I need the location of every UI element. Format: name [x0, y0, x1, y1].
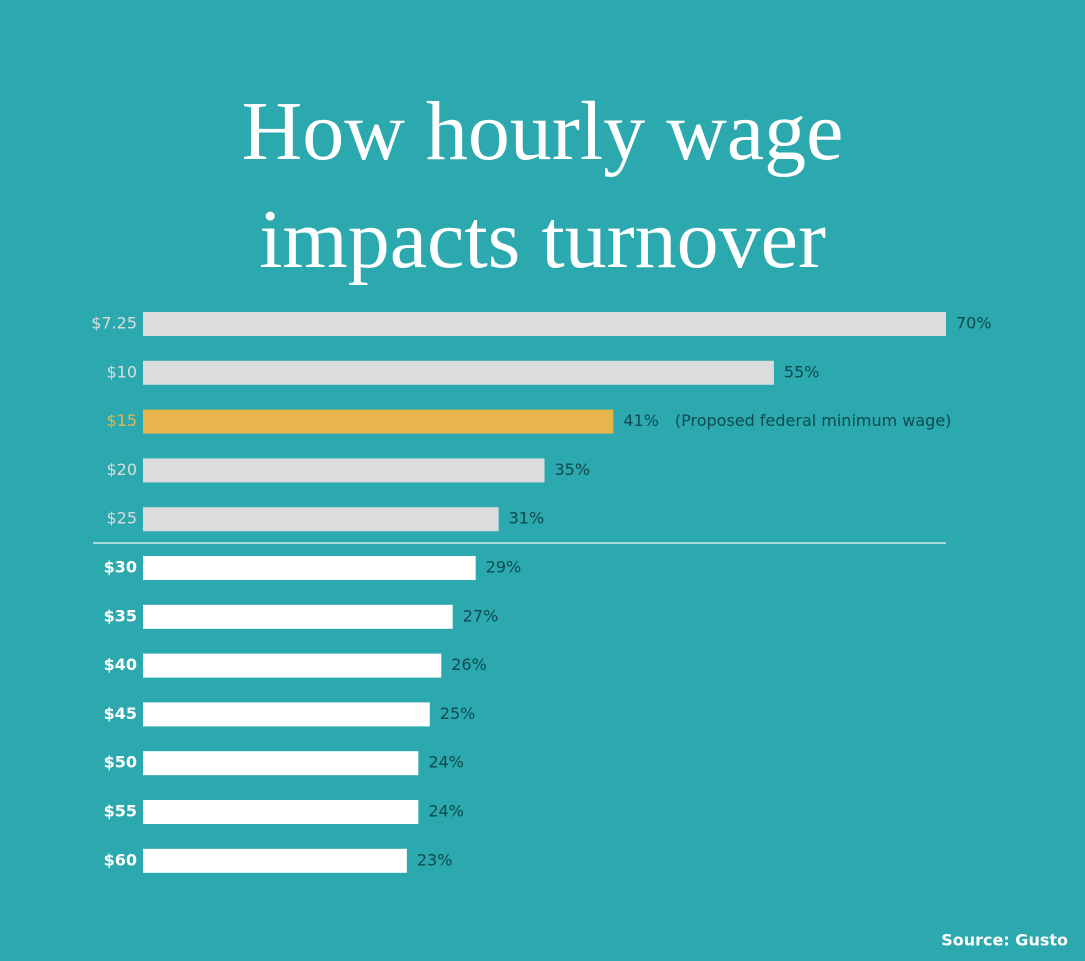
y-tick-label: $30 [104, 558, 137, 577]
y-tick-label: $40 [104, 655, 137, 674]
value-label: 23% [417, 850, 453, 869]
bar [143, 653, 442, 678]
bar [143, 458, 545, 483]
bar [143, 312, 946, 336]
value-label: 41% [623, 411, 659, 430]
value-label: 35% [555, 460, 591, 479]
y-tick-label: $50 [104, 753, 137, 772]
value-label: 31% [509, 509, 545, 528]
bar [143, 507, 499, 532]
y-tick-label: $15 [106, 411, 137, 430]
value-label: 24% [428, 753, 464, 772]
value-label: 70% [956, 314, 992, 333]
source: Source: Gusto [941, 931, 1068, 950]
y-tick-label: $7.25 [91, 314, 137, 333]
annotation: (Proposed federal minimum wage) [675, 411, 952, 430]
chart-title: How hourly wage impacts turnover [241, 85, 844, 286]
bar [143, 556, 476, 580]
bar [143, 800, 419, 824]
value-label: 25% [440, 704, 476, 723]
bar [143, 409, 614, 434]
bar [143, 848, 407, 873]
bar [143, 360, 774, 385]
y-tick-label: $60 [104, 850, 137, 869]
bar [143, 702, 430, 727]
value-label: 55% [784, 362, 820, 381]
y-tick-label: $25 [106, 509, 137, 528]
y-tick-label: $45 [104, 704, 137, 723]
bar [143, 751, 419, 776]
value-label: 24% [428, 802, 464, 821]
y-tick-label: $55 [104, 802, 137, 821]
value-label: 27% [463, 606, 499, 625]
y-tick-label: $20 [106, 460, 137, 479]
y-tick-label: $10 [106, 362, 137, 381]
y-tick-label: $35 [104, 606, 137, 625]
value-label: 26% [451, 655, 487, 674]
bar [143, 604, 453, 629]
value-label: 29% [486, 558, 522, 577]
